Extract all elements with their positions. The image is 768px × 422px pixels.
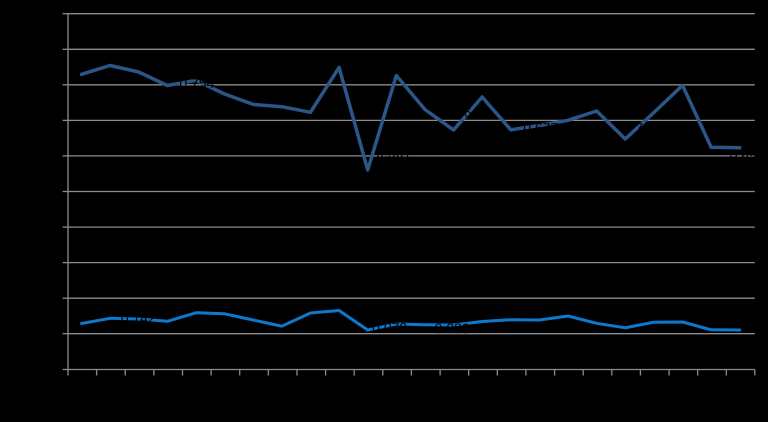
- svg-text:0.142: 0.142: [121, 310, 156, 326]
- svg-text:0.754: 0.754: [179, 75, 214, 91]
- svg-text:0.677: 0.677: [523, 120, 558, 136]
- svg-text:0.079: 0.079: [372, 319, 407, 335]
- svg-text:0.080: 0.080: [435, 320, 470, 336]
- svg-text:0.080: 0.080: [490, 320, 525, 336]
- svg-text:7: 7: [636, 120, 643, 135]
- svg-text:0.66: 0.66: [444, 104, 472, 120]
- svg-text:0.561: 0.561: [376, 144, 411, 160]
- svg-text:0.656: 0.656: [730, 147, 765, 163]
